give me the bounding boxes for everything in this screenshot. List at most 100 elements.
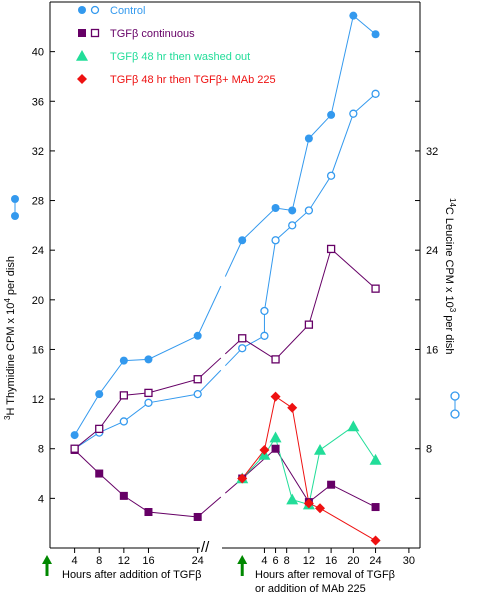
data-point-tgf-48-hr-then-washed-out-3h-thymidine <box>369 453 382 465</box>
data-point-tgf-48-hr-then-tgf-mab-225-3h-thymidine <box>303 498 314 509</box>
data-point-control-14c-leucine <box>193 389 202 399</box>
series-line-control-3h-thymidine <box>74 335 198 436</box>
data-point-control-3h-thymidine <box>119 356 128 365</box>
axis-break-mark: // <box>201 539 210 556</box>
data-point-tgf-continuous-14c-leucine <box>193 375 202 384</box>
data-point-tgf-48-hr-then-tgf-mab-225-3h-thymidine <box>287 402 298 413</box>
data-point-control-14c-leucine <box>326 171 336 180</box>
x-tick-label-right: 4 <box>261 555 267 567</box>
legend-marker-tgf-continuous <box>78 29 86 37</box>
data-point-tgf-48-hr-then-tgf-mab-225-3h-thymidine <box>370 535 381 546</box>
data-point-control-3h-thymidine <box>271 203 280 212</box>
data-point-control-14c-leucine <box>349 109 358 118</box>
data-point-tgf-continuous-3h-thymidine <box>193 512 202 521</box>
data-point-control-3h-thymidine <box>193 331 202 340</box>
data-point-tgf-continuous-14c-leucine <box>326 244 336 254</box>
legend-marker-open-control <box>90 5 100 15</box>
data-point-control-14c-leucine <box>260 306 269 316</box>
thymidine-key-filled-circle-top <box>11 195 19 203</box>
series-line-tgf-continuous-14c-leucine <box>74 378 198 450</box>
data-point-tgf-continuous-3h-thymidine <box>144 508 153 517</box>
left-y-tick-label: 32 <box>32 146 44 158</box>
data-point-tgf-48-hr-then-tgf-mab-225-3h-thymidine <box>315 503 325 514</box>
data-point-control-3h-thymidine <box>238 236 247 245</box>
data-point-control-3h-thymidine <box>70 431 79 440</box>
right-y-tick-label: 24 <box>426 245 438 257</box>
legend-label-tgf-continuous: TGFβ continuous <box>110 28 195 40</box>
data-point-tgf-48-hr-then-tgf-mab-225-3h-thymidine <box>270 391 281 402</box>
thymidine-key-filled-circle-bottom <box>11 212 19 220</box>
data-point-control-3h-thymidine <box>304 134 313 143</box>
series-bridge-control-14c-leucine <box>197 369 222 395</box>
data-point-tgf-continuous-14c-leucine <box>95 424 104 434</box>
data-point-control-3h-thymidine <box>144 355 153 364</box>
data-point-tgf-continuous-14c-leucine <box>70 444 79 453</box>
series-line-tgf-48-hr-then-washed-out-3h-thymidine <box>241 425 376 506</box>
data-point-tgf-continuous-14c-leucine <box>144 388 153 398</box>
data-point-tgf-continuous-14c-leucine <box>371 284 380 293</box>
y-label-left-key <box>11 195 19 220</box>
data-point-tgf-48-hr-then-tgf-mab-225-3h-thymidine <box>237 473 248 484</box>
y-label-right-key <box>450 391 460 419</box>
data-point-control-14c-leucine <box>288 221 297 230</box>
x-tick-label-right: 12 <box>303 555 315 567</box>
data-point-tgf-48-hr-then-washed-out-3h-thymidine <box>269 431 282 443</box>
x-axis-label-right-line1: Hours after removal of TGFβ <box>255 569 395 581</box>
data-point-tgf-continuous-14c-leucine <box>119 391 128 400</box>
x-axis-label-left: Hours after addition of TGFβ <box>62 569 201 581</box>
series-bridge-control-3h-thymidine <box>197 285 222 337</box>
left-y-tick-label: 36 <box>32 96 44 108</box>
legend-marker-tgf-48-hr-then-washed-out <box>76 50 88 61</box>
legend-label-tgf-48-hr-then-washed-out: TGFβ 48 hr then washed out <box>110 51 250 63</box>
right-y-tick-label: 32 <box>426 146 438 158</box>
series-line-tgf-48-hr-then-tgf-mab-225-3h-thymidine <box>241 395 376 541</box>
x-tick-label-right: 8 <box>284 555 290 567</box>
left-y-tick-label: 4 <box>38 493 44 505</box>
x-tick-label-left: 24 <box>192 555 204 567</box>
data-point-control-3h-thymidine <box>327 110 336 119</box>
left-y-tick-label: 40 <box>32 47 44 59</box>
data-point-tgf-48-hr-then-washed-out-3h-thymidine <box>314 443 326 455</box>
data-point-control-3h-thymidine <box>95 390 104 399</box>
start-arrow-head <box>237 555 248 564</box>
legend-marker-tgf-48-hr-then-tgf-mab-225 <box>77 74 87 84</box>
data-point-control-14c-leucine <box>260 331 269 340</box>
data-point-control-3h-thymidine <box>371 30 380 39</box>
x-tick-label-right: 16 <box>325 555 337 567</box>
x-tick-label-right: 6 <box>272 555 278 567</box>
data-point-tgf-continuous-3h-thymidine <box>119 491 128 500</box>
legend-label-control: Control <box>110 5 145 17</box>
data-point-tgf-continuous-3h-thymidine <box>327 480 336 489</box>
x-tick-label-right: 20 <box>347 555 359 567</box>
data-point-control-14c-leucine <box>119 417 128 426</box>
y-axis-label-left: 3H Thymidine CPM x 104 per dish <box>3 256 17 420</box>
data-point-tgf-continuous-3h-thymidine <box>271 444 280 453</box>
series-line-control-14c-leucine <box>74 393 198 450</box>
data-point-tgf-continuous-3h-thymidine <box>371 503 380 512</box>
data-point-control-3h-thymidine <box>349 11 358 20</box>
left-y-tick-label: 16 <box>32 344 44 356</box>
data-point-control-3h-thymidine <box>288 206 297 215</box>
data-point-tgf-48-hr-then-washed-out-3h-thymidine <box>286 493 299 505</box>
right-y-tick-label: 8 <box>426 444 432 456</box>
x-tick-label-right: 30 <box>403 555 415 567</box>
data-point-tgf-continuous-14c-leucine <box>304 320 314 329</box>
legend-marker-control <box>78 6 86 14</box>
x-tick-label-left: 16 <box>142 555 154 567</box>
data-point-tgf-continuous-3h-thymidine <box>95 469 104 478</box>
series-bridge-control-3h-thymidine <box>224 240 243 277</box>
data-point-control-14c-leucine <box>238 344 247 353</box>
left-y-tick-label: 20 <box>32 295 44 307</box>
leucine-key-open-circle-bottom <box>450 409 460 419</box>
series-line-tgf-continuous-14c-leucine <box>241 248 376 361</box>
series-line-tgf-continuous-3h-thymidine <box>74 449 198 518</box>
data-point-tgf-48-hr-then-tgf-mab-225-3h-thymidine <box>259 444 270 455</box>
data-point-tgf-continuous-14c-leucine <box>271 355 280 364</box>
data-point-control-14c-leucine <box>304 206 314 215</box>
start-arrow-head <box>42 555 52 564</box>
x-tick-label-left: 4 <box>72 555 78 567</box>
left-y-tick-label: 24 <box>32 245 44 257</box>
left-y-tick-label: 8 <box>38 444 44 456</box>
data-point-tgf-48-hr-then-washed-out-3h-thymidine <box>347 420 360 432</box>
